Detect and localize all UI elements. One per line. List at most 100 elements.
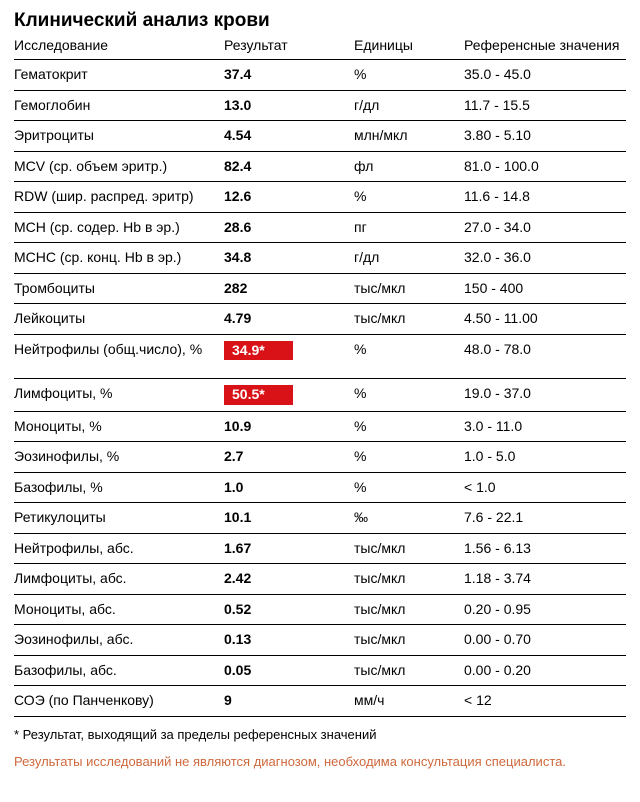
table-row: MCHC (ср. конц. Hb в эр.)34.8г/дл32.0 - … bbox=[14, 243, 626, 274]
cell-unit: тыс/мкл bbox=[354, 655, 464, 686]
cell-reference: 11.7 - 15.5 bbox=[464, 90, 626, 121]
cell-result: 0.05 bbox=[224, 655, 354, 686]
table-row: Эритроциты4.54млн/мкл3.80 - 5.10 bbox=[14, 121, 626, 152]
cell-reference: 19.0 - 37.0 bbox=[464, 379, 626, 412]
cell-result: 82.4 bbox=[224, 151, 354, 182]
cell-test-name: MCHC (ср. конц. Hb в эр.) bbox=[14, 243, 224, 274]
table-row: MCH (ср. содер. Hb в эр.)28.6пг27.0 - 34… bbox=[14, 212, 626, 243]
cell-result: 10.9 bbox=[224, 411, 354, 442]
cell-result: 12.6 bbox=[224, 182, 354, 213]
cell-test-name: Эритроциты bbox=[14, 121, 224, 152]
cell-unit: мм/ч bbox=[354, 686, 464, 717]
cell-test-name: Лимфоциты, абс. bbox=[14, 564, 224, 595]
col-header-test: Исследование bbox=[14, 34, 224, 60]
cell-unit: г/дл bbox=[354, 90, 464, 121]
cell-reference: 81.0 - 100.0 bbox=[464, 151, 626, 182]
cell-result: 0.13 bbox=[224, 625, 354, 656]
out-of-range-badge: 50.5* bbox=[224, 385, 293, 405]
cell-test-name: Гематокрит bbox=[14, 60, 224, 91]
cell-unit: млн/мкл bbox=[354, 121, 464, 152]
cell-unit: % bbox=[354, 182, 464, 213]
footnote-text: * Результат, выходящий за пределы рефере… bbox=[14, 727, 626, 742]
cell-result: 34.8 bbox=[224, 243, 354, 274]
cell-unit: % bbox=[354, 472, 464, 503]
cell-reference: 1.56 - 6.13 bbox=[464, 533, 626, 564]
cell-unit: пг bbox=[354, 212, 464, 243]
cell-reference: 48.0 - 78.0 bbox=[464, 334, 626, 379]
cell-reference: 3.0 - 11.0 bbox=[464, 411, 626, 442]
table-row: RDW (шир. распред. эритр)12.6%11.6 - 14.… bbox=[14, 182, 626, 213]
disclaimer-text: Результаты исследований не являются диаг… bbox=[14, 754, 626, 769]
table-row: Лимфоциты, %50.5*%19.0 - 37.0 bbox=[14, 379, 626, 412]
cell-reference: 1.0 - 5.0 bbox=[464, 442, 626, 473]
cell-reference: < 12 bbox=[464, 686, 626, 717]
cell-test-name: Базофилы, % bbox=[14, 472, 224, 503]
cell-result: 9 bbox=[224, 686, 354, 717]
table-row: Моноциты, %10.9%3.0 - 11.0 bbox=[14, 411, 626, 442]
cell-result: 37.4 bbox=[224, 60, 354, 91]
cell-reference: 150 - 400 bbox=[464, 273, 626, 304]
cell-test-name: Эозинофилы, абс. bbox=[14, 625, 224, 656]
cell-test-name: Эозинофилы, % bbox=[14, 442, 224, 473]
cell-unit: тыс/мкл bbox=[354, 594, 464, 625]
table-header-row: Исследование Результат Единицы Референсн… bbox=[14, 34, 626, 60]
col-header-unit: Единицы bbox=[354, 34, 464, 60]
cell-test-name: Гемоглобин bbox=[14, 90, 224, 121]
table-row: MCV (ср. объем эритр.)82.4фл81.0 - 100.0 bbox=[14, 151, 626, 182]
cell-reference: 7.6 - 22.1 bbox=[464, 503, 626, 534]
cell-unit: тыс/мкл bbox=[354, 304, 464, 335]
cell-result: 2.42 bbox=[224, 564, 354, 595]
cell-reference: 32.0 - 36.0 bbox=[464, 243, 626, 274]
cell-unit: % bbox=[354, 379, 464, 412]
table-row: Эозинофилы, абс.0.13тыс/мкл0.00 - 0.70 bbox=[14, 625, 626, 656]
cell-result: 4.54 bbox=[224, 121, 354, 152]
cell-unit: тыс/мкл bbox=[354, 564, 464, 595]
report-title: Клинический анализ крови bbox=[14, 10, 626, 32]
cell-test-name: Тромбоциты bbox=[14, 273, 224, 304]
table-row: Тромбоциты282тыс/мкл150 - 400 bbox=[14, 273, 626, 304]
results-table: Исследование Результат Единицы Референсн… bbox=[14, 34, 626, 717]
cell-test-name: Нейтрофилы, абс. bbox=[14, 533, 224, 564]
cell-result: 282 bbox=[224, 273, 354, 304]
cell-unit: тыс/мкл bbox=[354, 625, 464, 656]
table-row: Лимфоциты, абс.2.42тыс/мкл1.18 - 3.74 bbox=[14, 564, 626, 595]
cell-result: 34.9* bbox=[224, 334, 354, 379]
table-row: Ретикулоциты10.1‰7.6 - 22.1 bbox=[14, 503, 626, 534]
cell-test-name: Базофилы, абс. bbox=[14, 655, 224, 686]
cell-reference: 35.0 - 45.0 bbox=[464, 60, 626, 91]
cell-reference: 3.80 - 5.10 bbox=[464, 121, 626, 152]
table-row: Эозинофилы, %2.7%1.0 - 5.0 bbox=[14, 442, 626, 473]
cell-reference: 4.50 - 11.00 bbox=[464, 304, 626, 335]
cell-result: 0.52 bbox=[224, 594, 354, 625]
cell-test-name: Нейтрофилы (общ.число), % bbox=[14, 334, 224, 379]
cell-test-name: MCV (ср. объем эритр.) bbox=[14, 151, 224, 182]
cell-test-name: Ретикулоциты bbox=[14, 503, 224, 534]
cell-unit: тыс/мкл bbox=[354, 533, 464, 564]
cell-unit: г/дл bbox=[354, 243, 464, 274]
cell-reference: 0.00 - 0.20 bbox=[464, 655, 626, 686]
cell-test-name: СОЭ (по Панченкову) bbox=[14, 686, 224, 717]
cell-result: 13.0 bbox=[224, 90, 354, 121]
cell-result: 1.67 bbox=[224, 533, 354, 564]
cell-unit: % bbox=[354, 411, 464, 442]
table-row: Моноциты, абс.0.52тыс/мкл0.20 - 0.95 bbox=[14, 594, 626, 625]
cell-unit: % bbox=[354, 60, 464, 91]
cell-test-name: Моноциты, абс. bbox=[14, 594, 224, 625]
table-row: Лейкоциты4.79тыс/мкл4.50 - 11.00 bbox=[14, 304, 626, 335]
col-header-ref: Референсные значения bbox=[464, 34, 626, 60]
out-of-range-badge: 34.9* bbox=[224, 341, 293, 361]
cell-test-name: RDW (шир. распред. эритр) bbox=[14, 182, 224, 213]
table-row: Базофилы, %1.0%< 1.0 bbox=[14, 472, 626, 503]
cell-result: 28.6 bbox=[224, 212, 354, 243]
table-row: Нейтрофилы, абс.1.67тыс/мкл1.56 - 6.13 bbox=[14, 533, 626, 564]
cell-reference: 0.00 - 0.70 bbox=[464, 625, 626, 656]
cell-reference: 1.18 - 3.74 bbox=[464, 564, 626, 595]
cell-unit: ‰ bbox=[354, 503, 464, 534]
cell-result: 2.7 bbox=[224, 442, 354, 473]
table-row: Гемоглобин13.0г/дл11.7 - 15.5 bbox=[14, 90, 626, 121]
cell-result: 1.0 bbox=[224, 472, 354, 503]
table-row: Нейтрофилы (общ.число), %34.9*%48.0 - 78… bbox=[14, 334, 626, 379]
cell-reference: 11.6 - 14.8 bbox=[464, 182, 626, 213]
col-header-result: Результат bbox=[224, 34, 354, 60]
cell-test-name: Моноциты, % bbox=[14, 411, 224, 442]
